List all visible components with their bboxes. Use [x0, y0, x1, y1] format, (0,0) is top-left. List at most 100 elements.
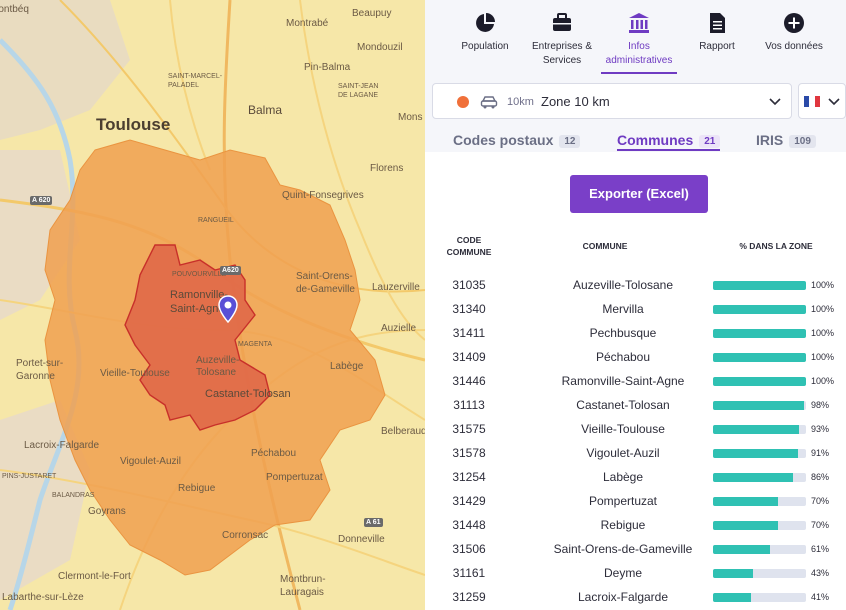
table-row: 31446 Ramonville-Saint-Agne 100% [425, 369, 846, 393]
map-canvas[interactable] [0, 0, 425, 610]
cell-commune-name: Mervilla [602, 302, 644, 316]
map-label-rebigue: Rebigue [178, 483, 216, 494]
cell-commune-name: Labège [602, 470, 644, 484]
table-row: 31429 Pompertuzat 70% [425, 489, 846, 513]
pct-bar [713, 425, 806, 434]
cell-pct: 86% [811, 472, 830, 482]
side-panel: Population Entreprises & Services Infos … [425, 0, 846, 610]
chevron-down-icon [769, 98, 781, 106]
map-label-balandras: BALANDRAS [52, 492, 95, 499]
cell-code-commune: 31409 [452, 350, 486, 364]
document-icon [710, 13, 725, 33]
map-label-quint: Quint-Fonsegrives [282, 190, 364, 201]
cell-pct: 93% [811, 424, 830, 434]
nav-label: Vos données [765, 41, 823, 52]
cell-code-commune: 31254 [452, 470, 486, 484]
table-row: 31113 Castanet-Tolosan 98% [425, 393, 846, 417]
map-label-auzielle: Auzielle [381, 323, 417, 334]
nav-item-rapport[interactable]: Rapport [689, 12, 745, 54]
cell-pct: 100% [811, 304, 835, 314]
map-label-balma: Balma [248, 103, 283, 117]
cell-pct: 100% [811, 376, 835, 386]
nav-label: Population [461, 41, 509, 52]
cell-commune-name: Vieille-Toulouse [581, 422, 665, 436]
cell-pct: 100% [811, 280, 835, 290]
cell-code-commune: 31340 [452, 302, 486, 316]
cell-commune-name: Saint-Orens-de-Gameville [553, 542, 693, 556]
cell-pct: 70% [811, 520, 830, 530]
map-label-mondouzil: Mondouzil [357, 42, 403, 53]
table-row: 31409 Péchabou 100% [425, 345, 846, 369]
tabs: Codes postaux 12 Communes 21 IRIS 109 [425, 122, 846, 152]
pct-bar-fill [713, 281, 806, 290]
nav-item-infos-administratives[interactable]: Infos administratives [601, 12, 677, 74]
tab-label: IRIS [756, 132, 784, 148]
map-label-montbrun: Montbrun- Lauragais [280, 574, 326, 598]
map-label-goyrans: Goyrans [88, 506, 126, 517]
zone-select[interactable]: 10km Zone 10 km [432, 83, 792, 119]
map-label-ramonville: Ramonville- Saint-Agne [170, 289, 229, 315]
cell-pct: 100% [811, 328, 835, 338]
tab-iris[interactable]: IRIS 109 [756, 132, 816, 148]
map-label-florens: Florens [370, 163, 404, 174]
map-label-montbeq: Montbéq [0, 4, 29, 15]
cell-commune-name: Ramonville-Saint-Agne [561, 374, 685, 388]
zone-distance-label: 10km [507, 96, 534, 108]
pct-bar-fill [713, 353, 806, 362]
map-label-lauzerville: Lauzerville [372, 282, 420, 293]
tab-count-badge: 21 [699, 135, 721, 148]
road-label-a620: A 620 [30, 196, 53, 205]
cell-code-commune: 31161 [452, 566, 486, 580]
map-label-vigoulet: Vigoulet-Auzil [120, 456, 181, 467]
export-excel-button[interactable]: Exporter (Excel) [570, 175, 708, 213]
tab-communes[interactable]: Communes 21 [617, 132, 721, 151]
cell-code-commune: 31446 [452, 374, 486, 388]
header-pct-zone: % DANS LA ZONE [739, 241, 813, 251]
cell-commune-name: Auzeville-Tolosane [572, 278, 674, 292]
map-label-saint-jean: SAINT-JEAN DE LAGANE [338, 83, 379, 99]
nav-label: Rapport [699, 41, 735, 52]
cell-pct: 41% [811, 592, 830, 602]
pct-bar [713, 401, 806, 410]
road-label-a61: A 61 [364, 518, 383, 527]
cell-code-commune: 31113 [453, 398, 485, 412]
nav-item-entreprises[interactable]: Entreprises & Services [529, 12, 595, 68]
zone-name: Zone 10 km [541, 94, 610, 109]
map-label-auzeville: Auzeville- Tolosane [196, 355, 240, 378]
cell-commune-name: Pompertuzat [588, 494, 658, 508]
institution-icon [629, 13, 649, 33]
cell-commune-name: Rebigue [600, 518, 646, 532]
road-label-a620b: A620 [220, 266, 241, 275]
zone-color-dot [457, 96, 469, 108]
tab-codes-postaux[interactable]: Codes postaux 12 [453, 132, 581, 148]
pct-bar [713, 521, 806, 530]
cell-pct: 43% [811, 568, 830, 578]
nav-item-vos-donnees[interactable]: Vos données [759, 12, 829, 54]
map-label-portet: Portet-sur- Garonne [16, 358, 64, 382]
language-select[interactable] [798, 83, 846, 119]
map-label-pins-justaret: PINS-JUSTARET [2, 473, 57, 480]
map-label-donneville: Donneville [338, 534, 385, 545]
nav-label: Entreprises & Services [531, 41, 593, 66]
pct-bar-fill [713, 305, 806, 314]
pct-bar [713, 593, 806, 602]
pct-bar-fill [713, 401, 805, 410]
table-row: 31411 Pechbusque 100% [425, 321, 846, 345]
cell-pct: 100% [811, 352, 835, 362]
pct-bar-fill [713, 593, 752, 602]
cell-code-commune: 31578 [452, 446, 486, 460]
cell-pct: 61% [811, 544, 830, 554]
pct-bar [713, 377, 806, 386]
pct-bar [713, 473, 806, 482]
map-label-mons: Mons [398, 112, 423, 123]
map-label-toulouse: Toulouse [96, 115, 171, 134]
header-code-commune: CODE COMMUNE [446, 235, 492, 257]
nav-item-population[interactable]: Population [455, 12, 515, 54]
cell-code-commune: 31411 [452, 326, 486, 340]
pct-bar-fill [713, 473, 793, 482]
map-view[interactable]: Montbéq Beaupuy Montrabé Mondouzil Pin-B… [0, 0, 425, 610]
map-label-clermont: Clermont-le-Fort [58, 571, 131, 582]
pct-bar-fill [713, 521, 779, 530]
table-row: 31340 Mervilla 100% [425, 297, 846, 321]
location-pin-icon[interactable] [218, 295, 238, 323]
